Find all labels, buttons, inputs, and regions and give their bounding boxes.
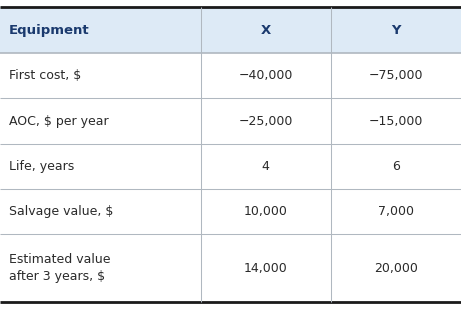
Bar: [0, 99, 461, 144]
Text: Life, years: Life, years: [9, 160, 75, 173]
Text: AOC, $ per year: AOC, $ per year: [9, 115, 109, 128]
Bar: [0, 234, 461, 302]
Text: −25,000: −25,000: [239, 115, 293, 128]
Text: 4: 4: [262, 160, 270, 173]
Text: 14,000: 14,000: [244, 262, 288, 275]
Bar: [0, 144, 461, 189]
Text: Estimated value
after 3 years, $: Estimated value after 3 years, $: [9, 253, 111, 283]
Text: 10,000: 10,000: [244, 205, 288, 218]
Text: First cost, $: First cost, $: [9, 69, 82, 83]
Text: 7,000: 7,000: [378, 205, 414, 218]
Text: −40,000: −40,000: [239, 69, 293, 83]
Bar: [0, 7, 461, 53]
Text: −75,000: −75,000: [369, 69, 423, 83]
Text: X: X: [260, 23, 271, 37]
Bar: [0, 189, 461, 234]
Text: 20,000: 20,000: [374, 262, 418, 275]
Text: Salvage value, $: Salvage value, $: [9, 205, 113, 218]
Text: Y: Y: [391, 23, 401, 37]
Text: Equipment: Equipment: [9, 23, 90, 37]
Bar: [0, 53, 461, 99]
Text: 6: 6: [392, 160, 400, 173]
Text: −15,000: −15,000: [369, 115, 423, 128]
